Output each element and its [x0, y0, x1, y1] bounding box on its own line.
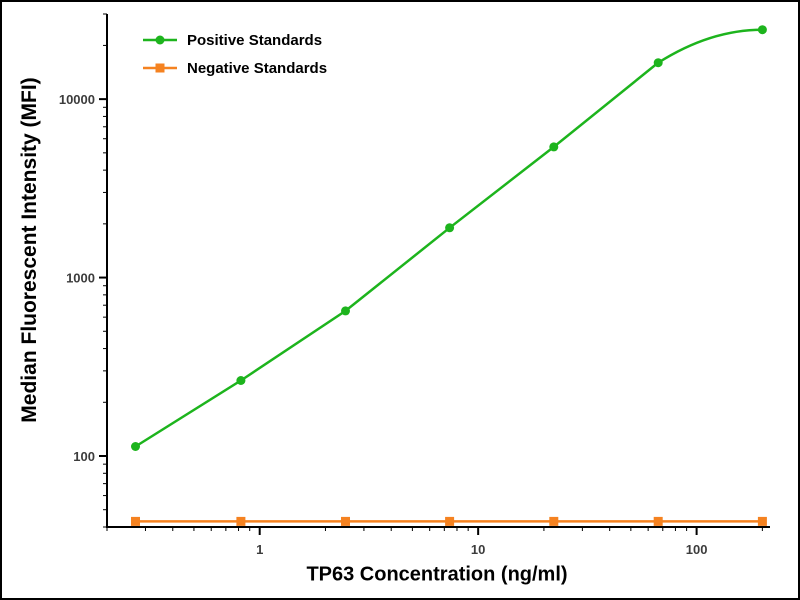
data-point-marker-negative-standards: [236, 516, 246, 526]
data-point-marker-negative-standards: [549, 516, 559, 526]
y-tick-label: 100: [73, 449, 95, 464]
x-tick-label: 1: [256, 542, 263, 557]
legend-swatch-positive: [143, 35, 177, 45]
x-tick-label: 100: [686, 542, 708, 557]
data-point-marker-negative-standards: [653, 516, 663, 526]
legend-swatch-negative: [143, 63, 177, 73]
y-tick-label: 1000: [66, 271, 95, 286]
legend-label-negative: Negative Standards: [187, 59, 328, 77]
data-point-marker-negative-standards: [445, 516, 455, 526]
y-tick-label: 10000: [59, 92, 95, 107]
legend: Positive Standards Negative Standards: [142, 31, 328, 77]
legend-label-positive: Positive Standards: [187, 31, 323, 49]
legend-square-marker-icon: [155, 63, 165, 73]
data-point-marker-positive-standards: [549, 142, 559, 152]
data-point-marker-positive-standards: [341, 306, 350, 316]
data-point-marker-positive-standards: [236, 376, 246, 385]
data-point-marker-negative-standards: [341, 516, 350, 526]
y-axis-title: Median Fluorescent Intensity (MFI): [18, 77, 41, 423]
data-point-marker-positive-standards: [131, 442, 140, 451]
data-point-marker-negative-standards: [757, 516, 767, 526]
series-line-positive-standards: [134, 28, 763, 448]
data-point-marker-positive-standards: [445, 223, 455, 233]
data-point-marker-negative-standards: [131, 516, 140, 526]
legend-circle-marker-icon: [155, 35, 165, 45]
legend-item-positive-standards: Positive Standards: [142, 31, 327, 49]
data-point-marker-positive-standards: [653, 58, 663, 68]
data-point-marker-positive-standards: [757, 25, 767, 35]
x-axis-title: TP63 Concentration (ng/ml): [306, 563, 568, 586]
legend-item-negative-standards: Negative Standards: [142, 59, 328, 77]
x-tick-label: 10: [471, 542, 485, 557]
